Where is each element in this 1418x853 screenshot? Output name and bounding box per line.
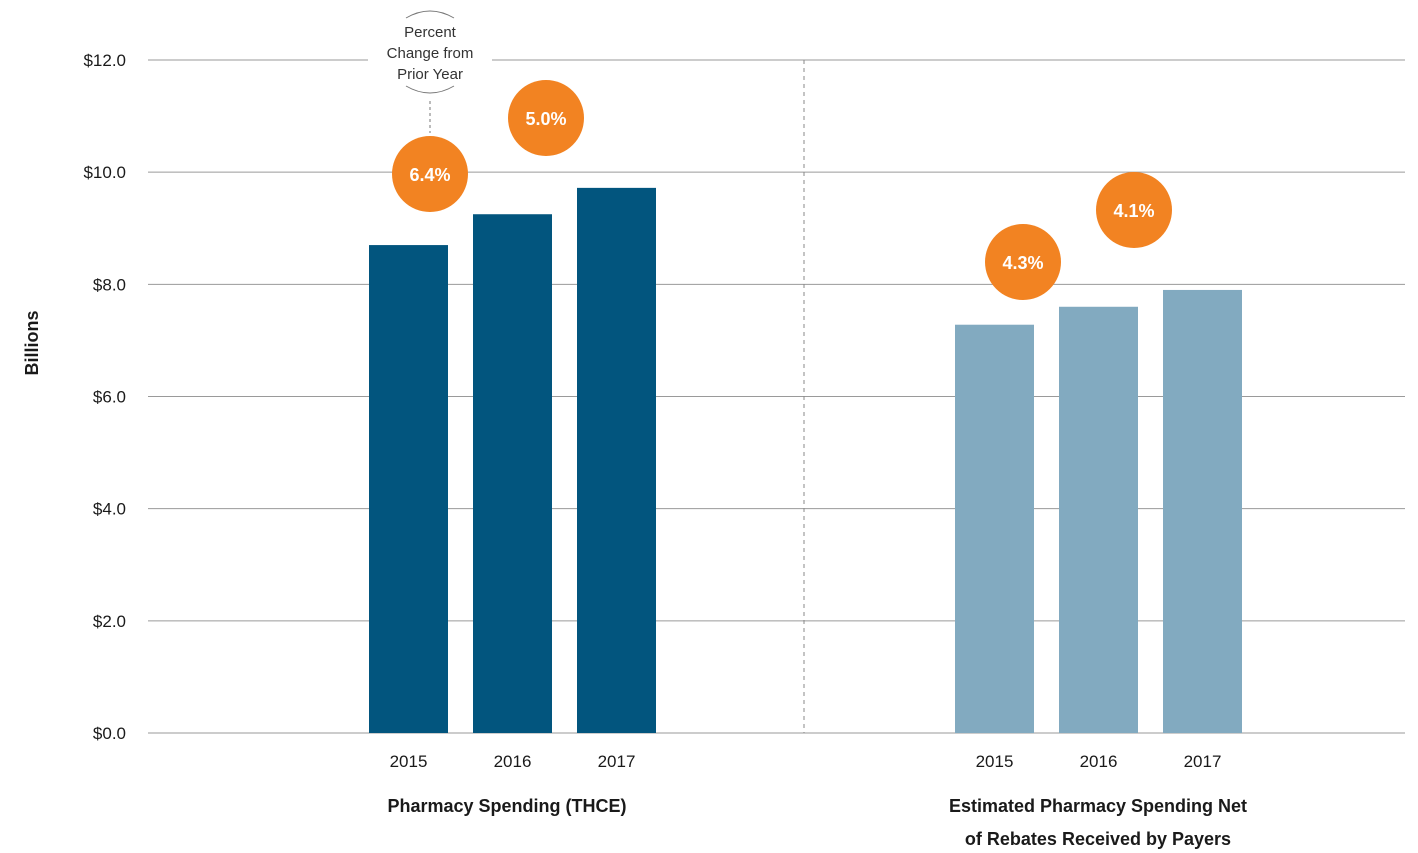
y-tick-label: $10.0 <box>83 163 126 182</box>
x-tick-label: 2016 <box>494 752 532 771</box>
percent-change-label: 5.0% <box>525 109 566 129</box>
bar <box>577 187 656 733</box>
bar <box>955 324 1034 733</box>
percent-change-bubble <box>985 224 1061 300</box>
y-tick-label: $0.0 <box>93 724 126 743</box>
bar <box>1059 306 1138 733</box>
x-tick-label: 2017 <box>1184 752 1222 771</box>
group-label: of Rebates Received by Payers <box>965 829 1231 849</box>
percent-change-label: 4.1% <box>1113 201 1154 221</box>
x-tick-label: 2017 <box>598 752 636 771</box>
y-tick-label: $8.0 <box>93 275 126 294</box>
bar <box>473 214 552 733</box>
group-label: Estimated Pharmacy Spending Net <box>949 796 1247 816</box>
x-tick-label: 2016 <box>1080 752 1118 771</box>
annotation-text: Percent <box>404 24 457 41</box>
y-tick-label: $2.0 <box>93 612 126 631</box>
annotation-background <box>368 5 492 95</box>
annotation-text: Prior Year <box>397 66 463 83</box>
bar <box>1163 289 1242 733</box>
y-tick-label: $4.0 <box>93 500 126 519</box>
percent-change-bubble <box>508 80 584 156</box>
y-tick-label: $12.0 <box>83 51 126 70</box>
percent-change-label: 4.3% <box>1002 253 1043 273</box>
annotation-text: Change from <box>387 45 474 62</box>
percent-change-label: 6.4% <box>409 165 450 185</box>
annotation-bracket-bottom <box>405 85 455 94</box>
x-tick-label: 2015 <box>976 752 1014 771</box>
group-label: Pharmacy Spending (THCE) <box>387 796 626 816</box>
annotation-bracket-top <box>405 10 455 19</box>
percent-change-bubble <box>1096 172 1172 248</box>
bar <box>369 245 448 733</box>
y-tick-label: $6.0 <box>93 388 126 407</box>
y-axis-label: Billions <box>22 310 42 375</box>
percent-change-bubble <box>392 136 468 212</box>
x-tick-label: 2015 <box>390 752 428 771</box>
